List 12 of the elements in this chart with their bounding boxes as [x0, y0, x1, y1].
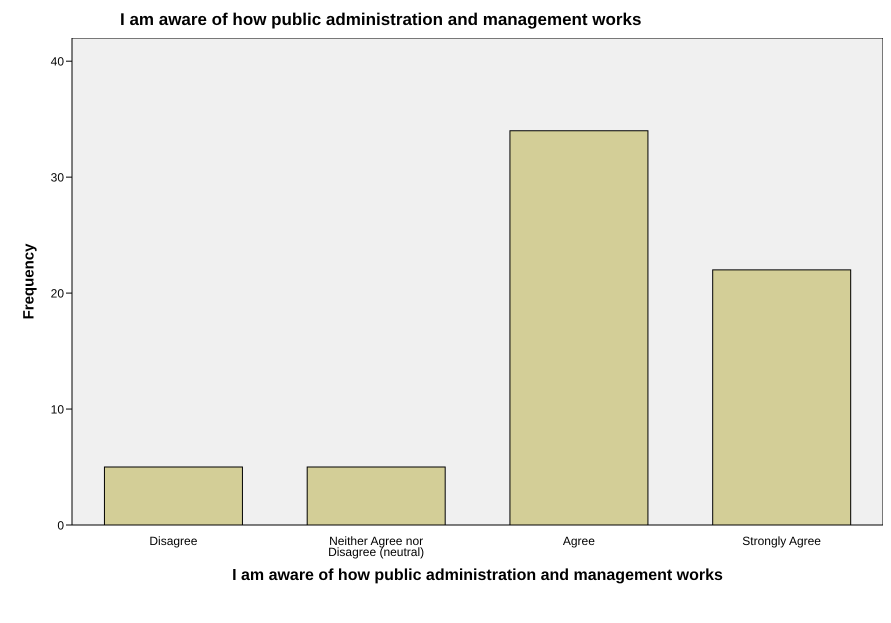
chart-title: I am aware of how public administration and management works	[120, 10, 642, 30]
y-tick-label: 10	[50, 402, 64, 416]
x-tick-label: Strongly Agree	[742, 534, 822, 548]
x-tick-label: Neither Agree nor Disagree (neutral)	[328, 534, 424, 559]
x-axis-title: I am aware of how public administration and management works	[232, 567, 723, 584]
x-tick-label: Agree	[562, 534, 596, 548]
y-tick-label: 20	[50, 286, 64, 300]
y-tick-label: 30	[50, 170, 64, 184]
x-tick-label: Disagree	[149, 534, 198, 548]
y-tick-label: 0	[57, 518, 64, 532]
y-axis-title: Frequency	[20, 242, 38, 320]
y-tick-label: 40	[50, 54, 64, 68]
